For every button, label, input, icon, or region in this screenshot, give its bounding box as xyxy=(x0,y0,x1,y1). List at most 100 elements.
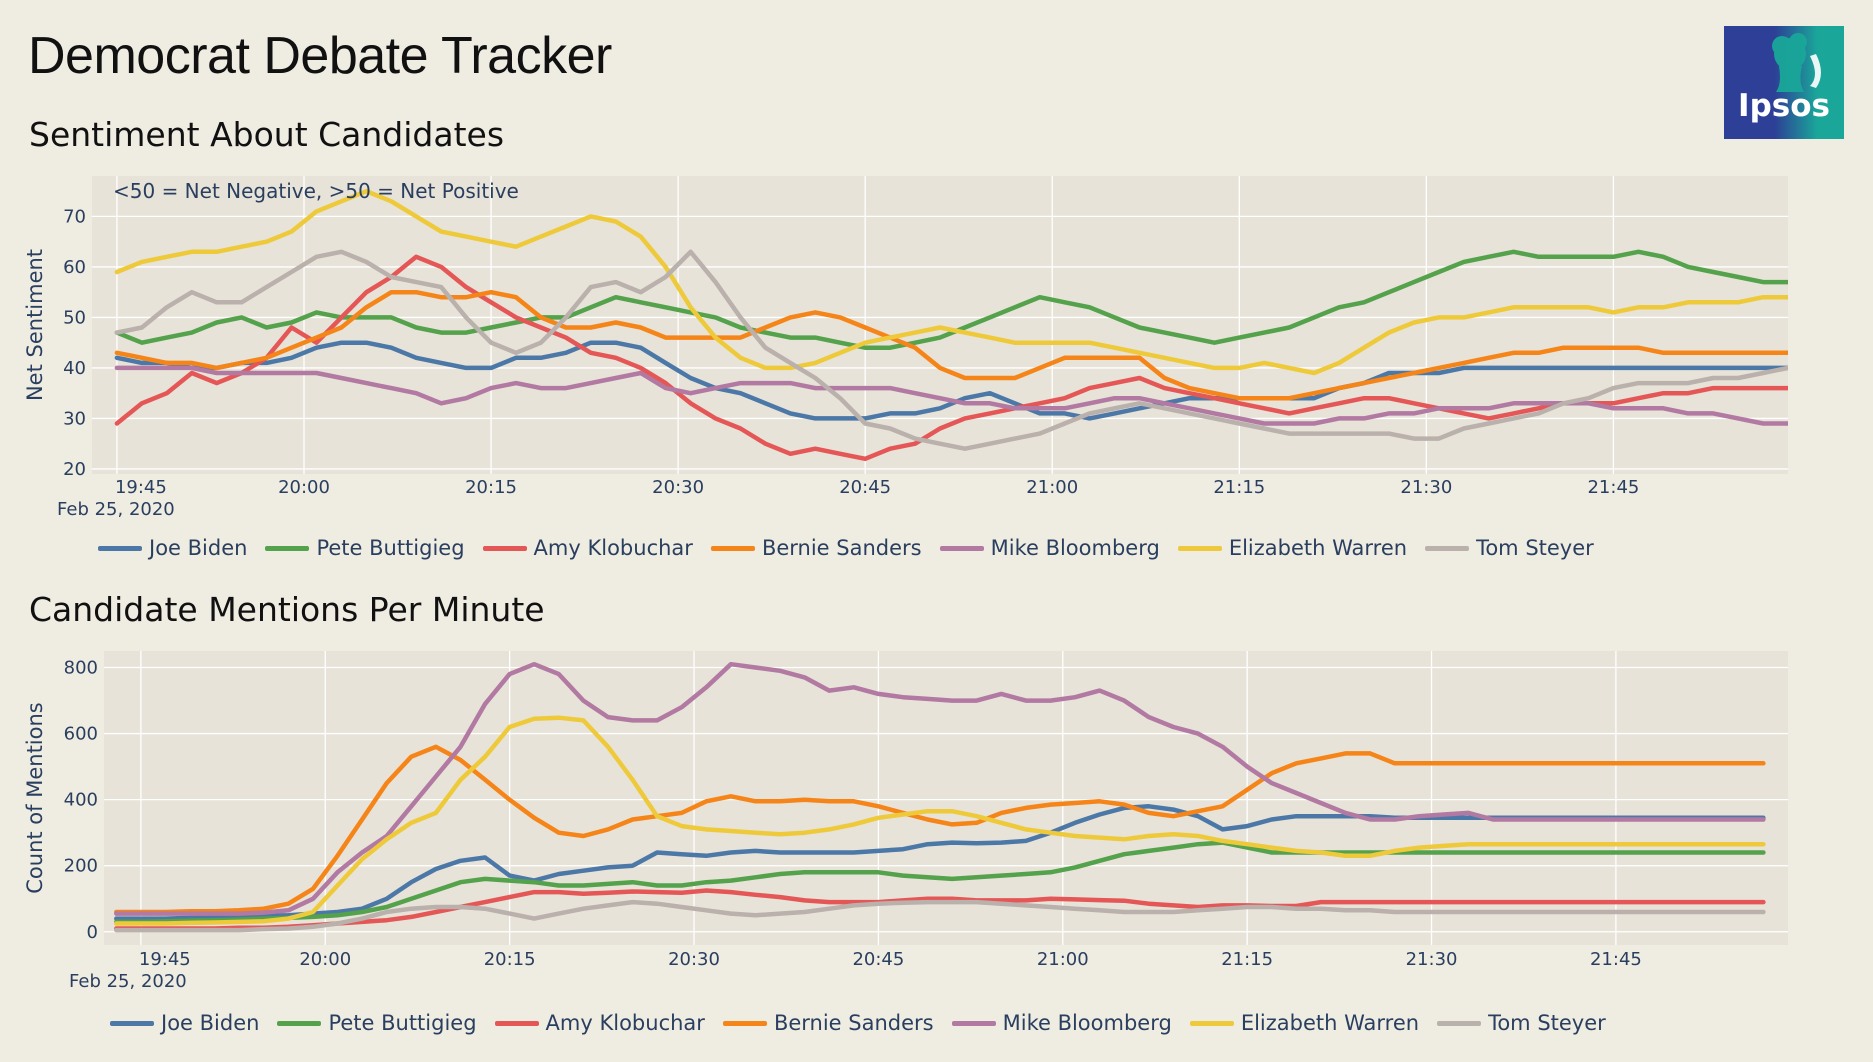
x-tick-label: 21:45 xyxy=(1590,949,1642,970)
series-line-pete-buttigieg[interactable] xyxy=(114,249,1788,350)
legend-item-elizabeth-warren[interactable]: Elizabeth Warren xyxy=(1177,536,1408,560)
y-tick-label: 20 xyxy=(63,459,86,480)
legend-label: Tom Steyer xyxy=(1488,1011,1606,1035)
y-tick-label: 600 xyxy=(64,724,98,745)
legend-item-tom-steyer[interactable]: Tom Steyer xyxy=(1425,536,1594,560)
chart-annotation: <50 = Net Negative, >50 = Net Positive xyxy=(113,179,519,203)
y-tick-label: 30 xyxy=(63,408,86,429)
legend-label: Amy Klobuchar xyxy=(533,536,693,560)
legend-item-mike-bloomberg[interactable]: Mike Bloomberg xyxy=(951,1011,1172,1035)
x-date-label: Feb 25, 2020 xyxy=(57,499,175,520)
legend-item-amy-klobuchar[interactable]: Amy Klobuchar xyxy=(482,536,693,560)
y-tick-label: 70 xyxy=(63,206,86,227)
legend-label: Elizabeth Warren xyxy=(1228,536,1408,560)
series-line-amy-klobuchar[interactable] xyxy=(114,888,1766,931)
legend-swatch xyxy=(1425,545,1470,551)
x-tick-label: 19:45 xyxy=(115,477,167,498)
legend-swatch xyxy=(722,1020,767,1026)
y-axis-title: Net Sentiment xyxy=(23,249,47,401)
legend-label: Pete Buttigieg xyxy=(316,536,465,560)
legend-swatch xyxy=(1177,545,1222,551)
y-tick-label: 0 xyxy=(87,922,98,943)
legend-swatch xyxy=(110,1020,154,1026)
x-tick-label: 20:45 xyxy=(839,477,891,498)
x-tick-label: 20:00 xyxy=(299,949,351,970)
x-tick-label: 21:00 xyxy=(1037,949,1089,970)
legend-item-bernie-sanders[interactable]: Bernie Sanders xyxy=(710,536,922,560)
x-tick-label: 21:30 xyxy=(1400,477,1452,498)
x-tick-label: 21:15 xyxy=(1221,949,1273,970)
series-line-bernie-sanders[interactable] xyxy=(114,744,1766,915)
legend-swatch xyxy=(710,545,755,551)
mentions-legend: Joe Biden Pete Buttigieg Amy Klobuchar Bern… xyxy=(110,1011,1624,1035)
x-tick-label: 20:00 xyxy=(278,477,330,498)
y-tick-label: 200 xyxy=(64,856,98,877)
series-line-pete-buttigieg[interactable] xyxy=(114,840,1766,925)
series-line-joe-biden[interactable] xyxy=(114,340,1788,421)
logo-text: Ipsos xyxy=(1738,88,1830,124)
legend-label: Pete Buttigieg xyxy=(328,1011,477,1035)
series-line-tom-steyer[interactable] xyxy=(114,249,1788,451)
legend-item-elizabeth-warren[interactable]: Elizabeth Warren xyxy=(1189,1011,1420,1035)
series-line-tom-steyer[interactable] xyxy=(114,899,1766,933)
x-tick-label: 20:15 xyxy=(484,949,536,970)
legend-swatch xyxy=(265,545,310,551)
x-tick-label: 20:30 xyxy=(668,949,720,970)
chart1-title: Sentiment About Candidates xyxy=(29,115,505,154)
mentions-chart: 0 200 400 600 800 19:45 20:00 20:15 20:30 20:45 21… xyxy=(23,651,1788,992)
legend-label: Mike Bloomberg xyxy=(990,536,1160,560)
x-tick-label: 20:45 xyxy=(852,949,904,970)
legend-item-joe-biden[interactable]: Joe Biden xyxy=(110,1011,259,1035)
legend-label: Amy Klobuchar xyxy=(545,1011,705,1035)
x-tick-label: 21:30 xyxy=(1406,949,1458,970)
y-tick-label: 50 xyxy=(63,307,86,328)
x-tick-label: 21:15 xyxy=(1213,477,1265,498)
series-line-amy-klobuchar[interactable] xyxy=(114,254,1788,462)
legend-label: Bernie Sanders xyxy=(773,1011,934,1035)
legend-item-pete-buttigieg[interactable]: Pete Buttigieg xyxy=(277,1011,477,1035)
legend-swatch xyxy=(1437,1020,1482,1026)
legend-swatch xyxy=(494,1020,539,1026)
series-line-elizabeth-warren[interactable] xyxy=(114,715,1766,926)
legend-item-pete-buttigieg[interactable]: Pete Buttigieg xyxy=(265,536,465,560)
y-tick-label: 800 xyxy=(64,658,98,679)
x-tick-label: 20:30 xyxy=(652,477,704,498)
sentiment-legend: Joe Biden Pete Buttigieg Amy Klobuchar Bern… xyxy=(98,536,1612,560)
legend-swatch xyxy=(277,1020,322,1026)
series-line-elizabeth-warren[interactable] xyxy=(114,188,1788,376)
series-line-mike-bloomberg[interactable] xyxy=(114,365,1788,426)
y-tick-label: 60 xyxy=(63,257,86,278)
legend-swatch xyxy=(482,545,527,551)
legend-item-mike-bloomberg[interactable]: Mike Bloomberg xyxy=(939,536,1160,560)
legend-label: Tom Steyer xyxy=(1476,536,1594,560)
x-tick-label: 21:45 xyxy=(1587,477,1639,498)
x-tick-label: 21:00 xyxy=(1026,477,1078,498)
x-tick-label: 20:15 xyxy=(465,477,517,498)
series-line-mike-bloomberg[interactable] xyxy=(114,661,1766,916)
legend-label: Elizabeth Warren xyxy=(1240,1011,1420,1035)
legend-item-joe-biden[interactable]: Joe Biden xyxy=(98,536,247,560)
sentiment-chart: 20 30 40 50 60 70 19:45 20:00 20:15 20:30 20:45 21:… xyxy=(23,176,1788,520)
y-axis-title: Count of Mentions xyxy=(23,702,47,893)
legend-item-amy-klobuchar[interactable]: Amy Klobuchar xyxy=(494,1011,705,1035)
legend-item-bernie-sanders[interactable]: Bernie Sanders xyxy=(722,1011,934,1035)
legend-label: Joe Biden xyxy=(149,536,248,560)
legend-swatch xyxy=(939,545,984,551)
chart2-title: Candidate Mentions Per Minute xyxy=(29,590,545,629)
y-tick-label: 400 xyxy=(64,790,98,811)
legend-label: Bernie Sanders xyxy=(761,536,922,560)
legend-swatch xyxy=(1189,1020,1234,1026)
page-title: Democrat Debate Tracker xyxy=(28,27,612,85)
legend-label: Mike Bloomberg xyxy=(1002,1011,1172,1035)
series-line-bernie-sanders[interactable] xyxy=(114,289,1788,401)
legend-swatch xyxy=(951,1020,996,1026)
legend-label: Joe Biden xyxy=(161,1011,260,1035)
plot-area xyxy=(92,176,1788,474)
ipsos-logo: Ipsos xyxy=(1724,26,1844,139)
profile-icon xyxy=(1772,33,1807,92)
x-tick-label: 19:45 xyxy=(139,949,191,970)
legend-item-tom-steyer[interactable]: Tom Steyer xyxy=(1437,1011,1606,1035)
y-tick-label: 40 xyxy=(63,358,86,379)
x-date-label: Feb 25, 2020 xyxy=(69,971,187,992)
legend-swatch xyxy=(98,545,142,551)
